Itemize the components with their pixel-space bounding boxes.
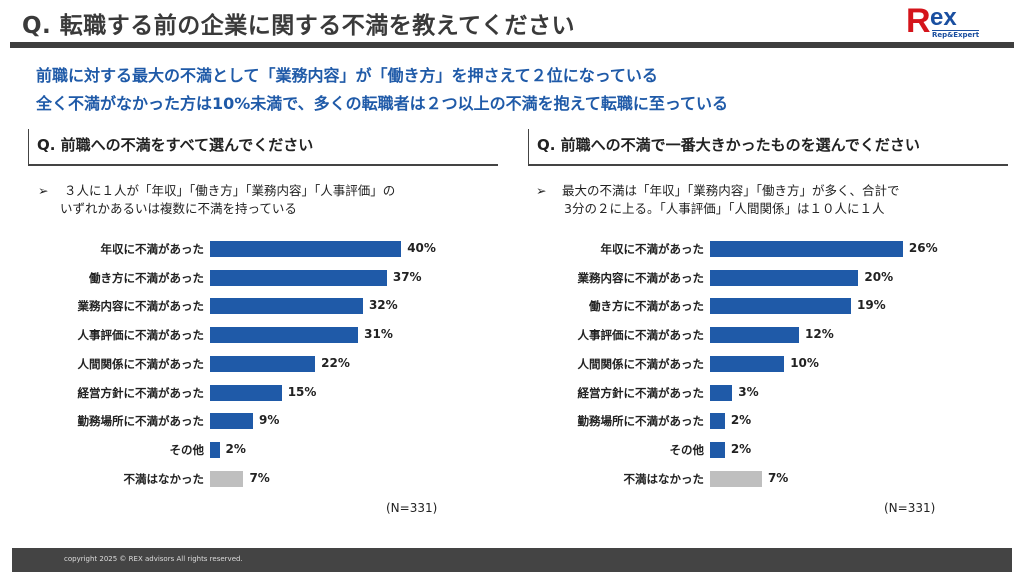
value-label: 31% bbox=[364, 327, 393, 342]
bar bbox=[210, 241, 402, 257]
bar bbox=[210, 441, 220, 458]
value-label: 10% bbox=[790, 355, 819, 370]
value-label: 22% bbox=[321, 355, 350, 370]
category-label: その他 bbox=[669, 442, 705, 457]
bar bbox=[210, 269, 387, 286]
category-label: 働き方に不満があった bbox=[89, 270, 204, 285]
question-box-right: Q. 前職への不満で一番大きかったものを選んでください bbox=[528, 129, 1008, 166]
category-label: 勤務場所に不満があった bbox=[77, 414, 205, 429]
category-label: 経営方針に不満があった bbox=[77, 385, 205, 400]
bar bbox=[710, 413, 725, 430]
value-label: 2% bbox=[225, 441, 246, 456]
value-label: 40% bbox=[407, 241, 436, 255]
value-label: 7% bbox=[249, 470, 270, 485]
category-label: 年収に不満があった bbox=[100, 242, 205, 256]
bar bbox=[710, 269, 859, 286]
value-label: 2% bbox=[730, 441, 752, 456]
bar bbox=[710, 241, 903, 257]
bar bbox=[210, 355, 316, 372]
page-title: Q. 転職する前の企業に関する不満を教えてください bbox=[22, 13, 575, 39]
bar bbox=[710, 298, 851, 315]
category-label: 人間関係に不満があった bbox=[77, 356, 205, 371]
bullet-left: ➢ ３人に１人が「年収」「働き方」「業務内容」「人事評価」の いずれかあるいは複… bbox=[38, 183, 396, 216]
value-label: 19% bbox=[856, 298, 886, 313]
value-label: 26% bbox=[908, 241, 938, 255]
bar bbox=[710, 355, 785, 372]
category-label: 人事評価に不満があった bbox=[77, 328, 205, 343]
category-label: 業務内容に不満があった bbox=[77, 299, 205, 314]
title-divider bbox=[10, 42, 1014, 48]
value-label: 7% bbox=[767, 470, 789, 485]
arrow-bullet-icon: ➢ bbox=[38, 183, 49, 198]
value-label: 37% bbox=[392, 269, 422, 284]
value-label: 32% bbox=[368, 298, 398, 313]
bar bbox=[210, 470, 244, 487]
category-label: 人間関係に不満があった bbox=[577, 356, 705, 371]
bar bbox=[210, 298, 363, 315]
bar bbox=[710, 327, 800, 344]
category-label: 年収に不満があった bbox=[600, 242, 705, 256]
headline-1: 前職に対する最大の不満として「業務内容」が「働き方」を押さえて２位になっている bbox=[36, 66, 658, 85]
category-label: 経営方針に不満があった bbox=[577, 385, 705, 400]
category-label: 人事評価に不満があった bbox=[577, 328, 705, 343]
category-label: 働き方に不満があった bbox=[589, 299, 704, 314]
bar bbox=[210, 327, 359, 344]
category-label: 勤務場所に不満があった bbox=[577, 414, 705, 429]
value-label: 12% bbox=[805, 327, 834, 342]
value-label: 9% bbox=[259, 413, 280, 428]
bar bbox=[710, 470, 762, 487]
bullet-right: ➢ 最大の不満は「年収」「業務内容」「働き方」が多く、合計で 3分の２に上る。「… bbox=[536, 183, 900, 216]
value-label: 15% bbox=[287, 384, 317, 399]
value-label: 3% bbox=[738, 384, 759, 399]
footer-copyright: copyright 2025 © REX advisors All rights… bbox=[12, 548, 1012, 572]
bar bbox=[210, 413, 254, 430]
bar bbox=[710, 384, 733, 401]
bar bbox=[210, 384, 282, 401]
category-label: 不満はなかった bbox=[623, 471, 705, 486]
sample-size-right: (N=331) bbox=[884, 501, 936, 515]
sample-size-left: (N=331) bbox=[386, 501, 438, 515]
category-label: その他 bbox=[169, 442, 205, 457]
category-label: 不満はなかった bbox=[123, 471, 205, 486]
arrow-bullet-icon: ➢ bbox=[536, 183, 547, 198]
bar bbox=[710, 441, 725, 458]
value-label: 20% bbox=[864, 269, 894, 284]
question-box-left: Q. 前職への不満をすべて選んでください bbox=[28, 129, 498, 166]
value-label: 2% bbox=[730, 413, 752, 428]
headline-2: 全く不満がなかった方は10%未満で、多くの転職者は２つ以上の不満を抱えて転職に至… bbox=[36, 94, 729, 113]
category-label: 業務内容に不満があった bbox=[577, 270, 705, 285]
